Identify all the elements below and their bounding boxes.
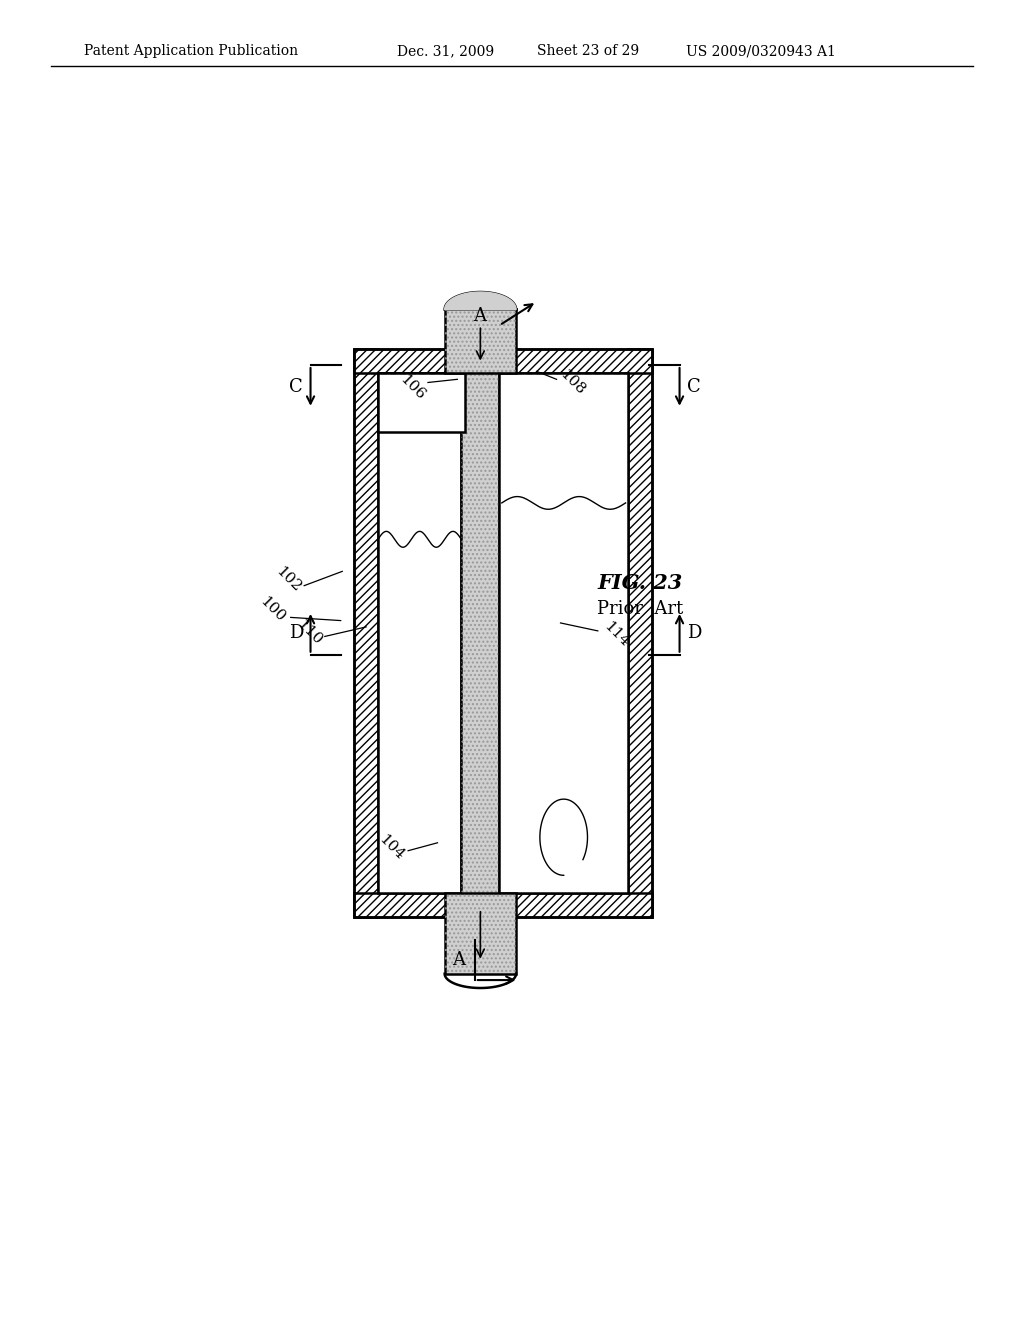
Bar xyxy=(444,892,516,974)
Text: 102: 102 xyxy=(273,564,303,594)
Bar xyxy=(378,374,465,433)
Text: 108: 108 xyxy=(557,367,588,397)
Text: D: D xyxy=(687,624,701,642)
Text: 110: 110 xyxy=(294,618,325,648)
Bar xyxy=(378,374,461,892)
Bar xyxy=(461,350,500,916)
Text: FIG. 23: FIG. 23 xyxy=(597,573,683,593)
Text: Sheet 23 of 29: Sheet 23 of 29 xyxy=(537,45,639,58)
Bar xyxy=(354,350,652,916)
Text: A: A xyxy=(453,952,466,969)
Bar xyxy=(444,309,516,374)
Text: 106: 106 xyxy=(397,372,427,403)
Bar xyxy=(354,892,652,916)
Text: C: C xyxy=(687,378,700,396)
Text: US 2009/0320943 A1: US 2009/0320943 A1 xyxy=(686,45,836,58)
Text: Patent Application Publication: Patent Application Publication xyxy=(84,45,298,58)
Polygon shape xyxy=(444,292,516,309)
Bar xyxy=(461,350,500,916)
Text: Dec. 31, 2009: Dec. 31, 2009 xyxy=(397,45,495,58)
Bar xyxy=(500,374,628,892)
Bar xyxy=(354,350,652,374)
Text: Prior  Art: Prior Art xyxy=(597,601,683,619)
Text: 104: 104 xyxy=(376,832,407,863)
Bar xyxy=(444,892,516,974)
Text: C: C xyxy=(290,378,303,396)
Text: D: D xyxy=(289,624,303,642)
Bar xyxy=(354,350,378,916)
Text: 100: 100 xyxy=(257,594,288,624)
Text: 114: 114 xyxy=(601,619,632,651)
Bar xyxy=(628,350,652,916)
Bar xyxy=(444,309,516,374)
Text: A: A xyxy=(473,306,486,325)
